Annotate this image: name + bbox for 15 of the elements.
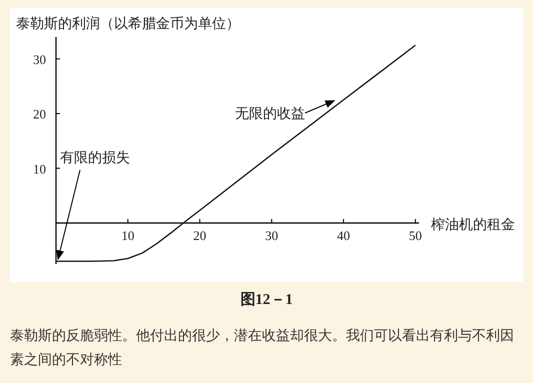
x-tick-label: 30 xyxy=(265,228,278,243)
caption: 图12－1 xyxy=(239,291,294,309)
annotation: 有限的损失 xyxy=(60,150,130,166)
x-tick-label: 40 xyxy=(337,228,350,243)
annotation: 无限的收益 xyxy=(235,106,305,122)
y-tick-label: 10 xyxy=(33,161,46,176)
x-tick-label: 50 xyxy=(408,228,422,243)
text: 泰勒斯的反脆弱性。他付出的很少，潜在收益却很大。我们可以看出有利与不利因素之间的不对称性 xyxy=(10,328,515,370)
y-tick-label: 30 xyxy=(33,52,46,67)
x-tick-label: 20 xyxy=(193,228,206,243)
x-tick-label: 10 xyxy=(121,228,134,243)
annotation: 无限的收益 xyxy=(235,100,336,122)
y-axis-title: 泰勒斯的利润（以希腊金币为单位） xyxy=(16,16,240,32)
x-axis-title: 榨油机的租金 xyxy=(431,216,515,233)
y-tick-label: 20 xyxy=(33,106,46,122)
